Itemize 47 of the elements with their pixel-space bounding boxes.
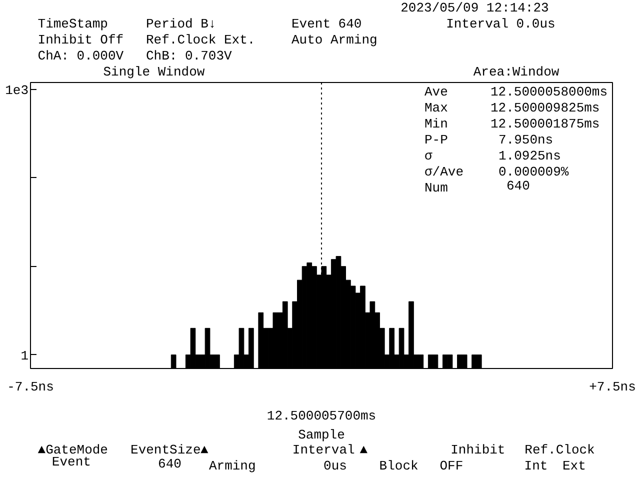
ref-line-label: 12.500005700ms [266, 408, 376, 424]
annotation: σ/Ave [424, 164, 464, 180]
annotation: σ [424, 148, 432, 164]
text: Area:Window [473, 64, 560, 80]
annotation: 12.500009825ms [490, 100, 600, 116]
text: Arming [208, 458, 256, 474]
text: ▲ [200, 442, 209, 458]
text: Ext [562, 458, 586, 474]
annotation: Max [424, 100, 448, 116]
annotation: 12.5000058000ms [490, 84, 608, 100]
text: EventSize [130, 442, 201, 458]
text: Block [379, 458, 418, 474]
annotation: Num [424, 180, 448, 196]
y-tick-label: 1 [20, 348, 29, 364]
annotation: P-P [424, 132, 448, 148]
x-tick-label: +7.5ns [589, 380, 636, 394]
text: 0us [324, 458, 347, 474]
text: Inhibit [450, 442, 506, 458]
annotation: 1.0925ns [498, 148, 561, 164]
text: Event 640 [291, 16, 362, 32]
text: OFF [440, 458, 464, 474]
text: Int [524, 458, 548, 474]
text: Interval 0.0us [446, 16, 556, 32]
annotation: 7.950ns [498, 132, 554, 148]
annotation: 12.500001875ms [490, 116, 600, 132]
text: TimeStamp [38, 16, 108, 32]
text: Period B↓ [146, 16, 216, 32]
text: Ref.Clock Ext. [146, 32, 256, 48]
text: Interval [292, 442, 356, 458]
text: ▲GateMode [38, 442, 108, 458]
text: ChB: 0.703V [146, 48, 232, 64]
annotation: 640 [506, 178, 530, 194]
annotation: Ave [424, 84, 448, 100]
text: Event [52, 454, 91, 470]
text: ChA: 0.000V [38, 48, 124, 64]
chart-title: Single Window [103, 64, 205, 80]
text: Ref.Clock [524, 442, 596, 458]
x-tick-label: -7.5ns [7, 380, 54, 394]
text: Inhibit Off [38, 32, 124, 48]
text: 2023/05/09 12:14:23 [400, 0, 549, 16]
text: 640 [158, 456, 182, 472]
text: Sample [298, 428, 345, 442]
annotation: Min [424, 116, 448, 132]
text: Auto Arming [291, 32, 378, 48]
annotation: 0.000009% [498, 164, 569, 180]
y-tick-label: 1e3 [5, 83, 28, 98]
text: ▲ [360, 442, 368, 458]
